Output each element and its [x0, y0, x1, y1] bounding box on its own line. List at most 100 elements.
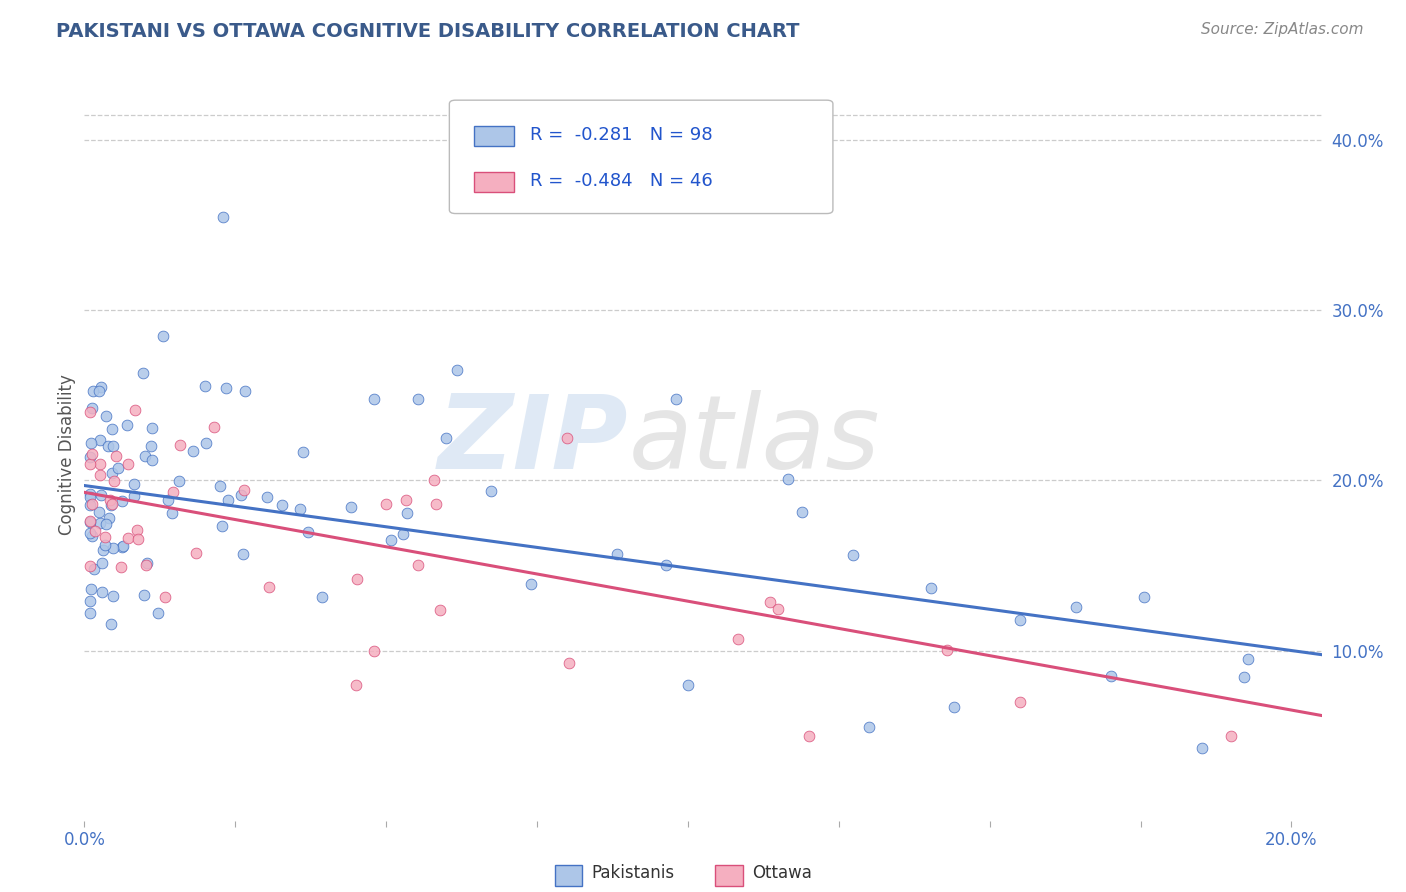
Point	[768, 602, 790, 616]
Point	[98, 493, 121, 508]
Point	[311, 590, 333, 604]
Point	[115, 417, 138, 432]
Point	[217, 493, 239, 508]
Point	[256, 490, 278, 504]
Point	[98, 510, 121, 524]
Point	[520, 577, 543, 591]
Point	[208, 479, 231, 493]
Point	[1133, 590, 1156, 604]
Point	[778, 472, 800, 486]
Point	[135, 558, 157, 572]
Point	[83, 562, 105, 576]
Point	[100, 616, 122, 631]
Point	[797, 729, 820, 743]
Point	[194, 379, 217, 393]
Point	[79, 515, 101, 529]
Point	[80, 582, 103, 597]
Point	[558, 657, 581, 671]
Point	[91, 584, 114, 599]
Point	[79, 607, 101, 621]
Point	[80, 435, 103, 450]
FancyBboxPatch shape	[554, 864, 582, 887]
Point	[103, 589, 125, 603]
Point	[363, 643, 385, 657]
Point	[363, 392, 385, 406]
Point	[202, 419, 225, 434]
Point	[79, 457, 101, 471]
Point	[943, 699, 966, 714]
Point	[606, 547, 628, 561]
Point	[111, 494, 134, 508]
Point	[127, 523, 149, 537]
Point	[84, 524, 107, 538]
Point	[167, 474, 190, 488]
Point	[270, 498, 292, 512]
Point	[103, 474, 125, 488]
Point	[148, 606, 170, 620]
Text: atlas: atlas	[628, 391, 880, 491]
Point	[79, 490, 101, 504]
Point	[94, 530, 117, 544]
Point	[136, 557, 159, 571]
Point	[79, 559, 101, 574]
Point	[110, 560, 132, 574]
Point	[1220, 729, 1243, 743]
Point	[1232, 670, 1254, 684]
Point	[211, 518, 233, 533]
Point	[152, 329, 174, 343]
Text: R =  -0.281   N = 98: R = -0.281 N = 98	[530, 126, 713, 144]
Point	[107, 460, 129, 475]
Text: Ottawa: Ottawa	[752, 864, 813, 882]
Point	[87, 505, 110, 519]
Point	[80, 447, 103, 461]
Point	[89, 467, 111, 482]
Point	[935, 643, 957, 657]
Text: ZIP: ZIP	[439, 390, 628, 491]
Point	[82, 384, 104, 398]
Point	[79, 525, 101, 540]
Y-axis label: Cognitive Disability: Cognitive Disability	[58, 375, 76, 535]
Point	[344, 677, 367, 691]
Point	[395, 492, 418, 507]
Point	[160, 506, 183, 520]
Point	[288, 502, 311, 516]
Point	[790, 505, 813, 519]
Point	[80, 529, 103, 543]
Point	[132, 366, 155, 380]
Point	[233, 384, 256, 398]
Point	[156, 493, 179, 508]
Point	[727, 632, 749, 646]
Point	[96, 517, 118, 532]
Point	[101, 422, 124, 436]
Point	[153, 590, 176, 604]
Point	[124, 489, 146, 503]
Point	[111, 539, 134, 553]
Point	[162, 485, 184, 500]
Point	[676, 677, 699, 691]
Point	[423, 474, 446, 488]
Point	[375, 497, 398, 511]
Point	[90, 380, 112, 394]
FancyBboxPatch shape	[474, 127, 513, 146]
Point	[434, 431, 457, 445]
Point	[101, 541, 124, 556]
Point	[406, 392, 429, 406]
Point	[395, 507, 418, 521]
Point	[141, 421, 163, 435]
Point	[79, 498, 101, 512]
Point	[340, 500, 363, 514]
Point	[105, 449, 128, 463]
Point	[139, 439, 162, 453]
Point	[87, 384, 110, 398]
Point	[94, 538, 117, 552]
Point	[132, 588, 155, 602]
Point	[194, 435, 217, 450]
Point	[346, 573, 368, 587]
Point	[79, 594, 101, 608]
Point	[101, 439, 124, 453]
Point	[759, 595, 782, 609]
Point	[89, 516, 111, 530]
Point	[920, 581, 942, 595]
Point	[184, 546, 207, 560]
Text: Source: ZipAtlas.com: Source: ZipAtlas.com	[1201, 22, 1364, 37]
